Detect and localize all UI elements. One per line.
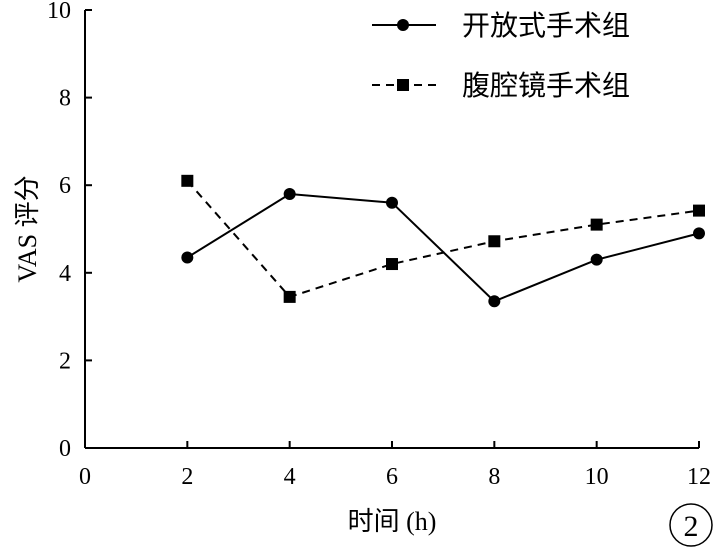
- y-tick-label-5: 10: [47, 0, 71, 24]
- series-1-point-4: [590, 218, 603, 231]
- x-tick-label-4: 8: [488, 464, 500, 490]
- x-tick-label-2: 4: [284, 464, 296, 490]
- x-tick-label-6: 12: [687, 464, 711, 490]
- series-0-point-5: [693, 227, 705, 240]
- x-tick-label-0: 0: [79, 464, 91, 490]
- series-1-point-0: [181, 174, 194, 187]
- series-0-point-2: [386, 196, 398, 209]
- y-tick-label-3: 6: [59, 173, 71, 199]
- legend-label-open: 开放式手术组: [462, 9, 630, 42]
- y-tick-label-0: 0: [59, 436, 71, 462]
- tick-labels: 0 2 4 6 8 10 12 0 2 4 6 8 10: [47, 0, 711, 490]
- legend-marker-lap: [397, 79, 409, 91]
- y-tick-label-1: 2: [59, 348, 71, 374]
- badge-label: 2: [684, 510, 699, 543]
- series-0-point-3: [488, 295, 501, 308]
- y-tick-label-2: 4: [59, 261, 71, 287]
- series-0-point-1: [283, 187, 296, 200]
- series-1-point-2: [386, 258, 398, 271]
- series-0-point-4: [590, 253, 603, 266]
- legend-label-lap: 腹腔镜手术组: [462, 69, 630, 102]
- panel-number-badge: 2: [669, 503, 713, 547]
- x-axis-label: 时间 (h): [348, 507, 437, 536]
- y-axis-label: VAS 评分: [13, 175, 42, 282]
- series-1-line: [186, 180, 700, 299]
- series-0-line: [186, 192, 700, 303]
- legend: 开放式手术组 腹腔镜手术组: [372, 9, 630, 102]
- y-tick-label-4: 8: [59, 86, 71, 112]
- series-1-point-3: [488, 235, 501, 248]
- legend-marker-open: [397, 19, 409, 31]
- series-1-point-5: [693, 204, 705, 217]
- x-tick-label-5: 10: [585, 464, 609, 490]
- series-layer: [181, 174, 705, 308]
- x-tick-label-1: 2: [181, 464, 193, 490]
- x-tick-label-3: 6: [386, 464, 398, 490]
- ticks: [84, 9, 700, 449]
- badge-circle: [669, 503, 713, 547]
- series-0-point-0: [181, 251, 194, 264]
- series-1-point-1: [283, 290, 296, 303]
